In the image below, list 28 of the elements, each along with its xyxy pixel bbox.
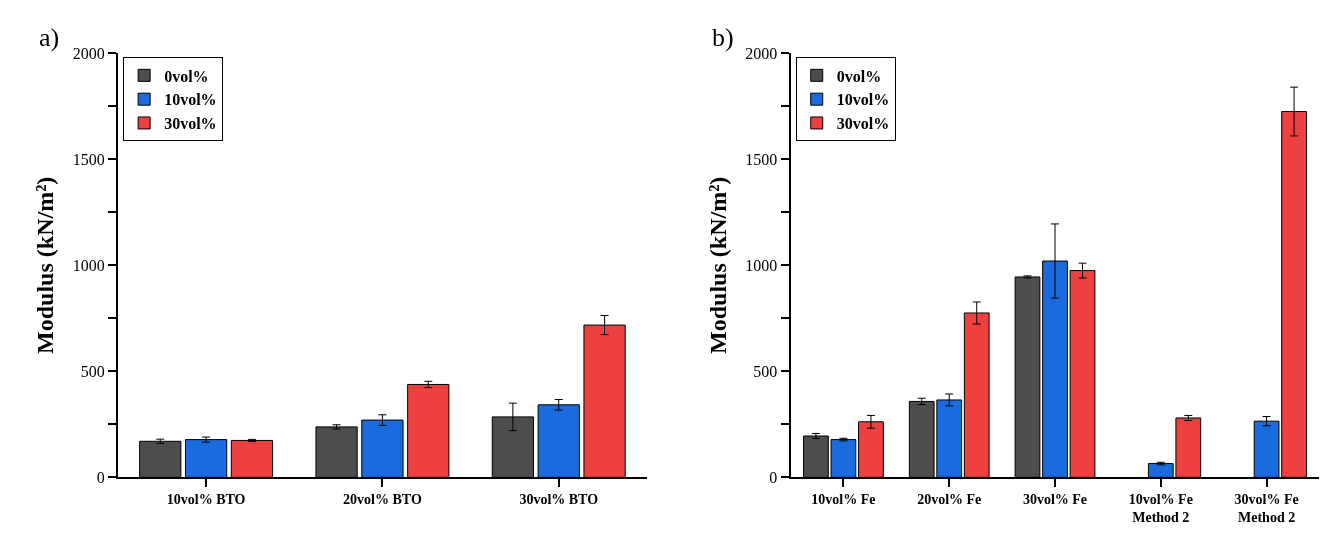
x-tick-label: 30vol% Fe Method 2 — [1234, 492, 1299, 526]
legend-label: 30vol% — [164, 115, 217, 133]
legend-label: 0vol% — [836, 67, 882, 85]
y-tick-label: 2000 — [72, 44, 105, 62]
x-tick-label: 20vol% BTO — [343, 492, 422, 508]
legend-label: 0vol% — [164, 67, 209, 85]
x-tick-label: 10vol% Fe Method 2 — [1128, 492, 1193, 526]
y-axis-title: Modulus (kN/m²) — [704, 176, 731, 354]
y-tick-label: 1000 — [745, 256, 778, 274]
y-tick-label: 0 — [769, 468, 778, 486]
y-tick-label: 1500 — [72, 150, 105, 168]
y-axis-title: Modulus (kN/m²) — [32, 176, 59, 354]
x-tick-label: 20vol% Fe — [917, 492, 982, 508]
y-tick-label: 2000 — [745, 44, 778, 62]
x-tick-label: 10vol% Fe — [811, 492, 876, 508]
y-tick-label: 0 — [96, 468, 105, 486]
y-tick-label: 1000 — [72, 256, 105, 274]
y-tick-label: 1500 — [745, 150, 778, 168]
legend-label: 30vol% — [836, 115, 890, 133]
text: b) — [712, 23, 734, 52]
x-tick-label: 30vol% Fe — [1022, 492, 1088, 508]
text: a) — [39, 23, 60, 52]
y-tick-label: 500 — [753, 362, 778, 380]
x-tick-label: 30vol% BTO — [519, 492, 599, 508]
x-tick-label: 10vol% BTO — [166, 492, 246, 508]
legend-label: 10vol% — [836, 91, 890, 109]
legend-label: 10vol% — [164, 91, 217, 109]
y-tick-label: 500 — [80, 362, 105, 380]
